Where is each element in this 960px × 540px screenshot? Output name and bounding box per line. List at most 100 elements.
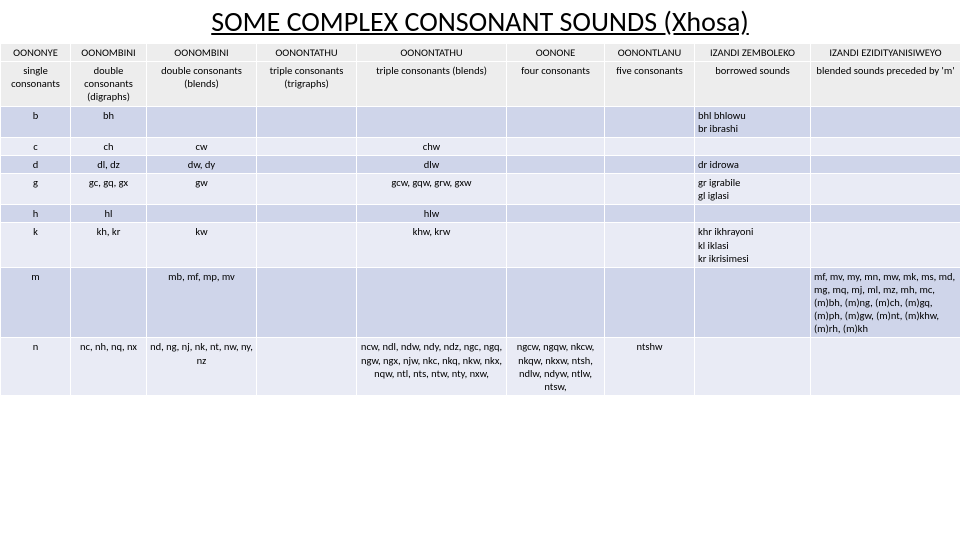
table-row: m mb, mf, mp, mv mf, mv, my, mn, mw, mk, m…: [1, 267, 960, 338]
col-header-1-0: OONONYE: [1, 44, 71, 62]
cell-0-4: [357, 106, 507, 137]
cell-0-6: [605, 106, 695, 137]
col-header-2-8: blended sounds preceded by 'm': [811, 62, 960, 106]
cell-4-1: hl: [71, 205, 147, 223]
col-header-1-5: OONONE: [507, 44, 605, 62]
cell-6-4: [357, 267, 507, 338]
cell-4-7: [695, 205, 811, 223]
cell-5-1: kh, kr: [71, 223, 147, 267]
cell-4-4: hlw: [357, 205, 507, 223]
header-row-2: single consonantsdouble consonants (digr…: [1, 62, 960, 106]
col-header-1-3: OONONTATHU: [257, 44, 357, 62]
cell-6-8: mf, mv, my, mn, mw, mk, ms, md, mg, mq, …: [811, 267, 960, 338]
cell-3-4: gcw, gqw, grw, gxw: [357, 174, 507, 205]
cell-5-7: khr ikhrayonikl iklasikr ikrisimesi: [695, 223, 811, 267]
cell-0-5: [507, 106, 605, 137]
cell-7-5: ngcw, ngqw, nkcw, nkqw, nkxw, ntsh, ndlw…: [507, 338, 605, 396]
cell-1-5: [507, 137, 605, 155]
cell-6-1: [71, 267, 147, 338]
table-row: kkh, krkw khw, krw khr ikhrayonikl iklasik…: [1, 223, 960, 267]
table-row: nnc, nh, nq, nxnd, ng, nj, nk, nt, nw, n…: [1, 338, 960, 396]
col-header-2-7: borrowed sounds: [695, 62, 811, 106]
cell-4-6: [605, 205, 695, 223]
table-body: bbhbhl bhlowubr ibrashicchcwchwddl, dzdw…: [1, 106, 960, 395]
cell-7-3: [257, 338, 357, 396]
cell-2-7: dr idrowa: [695, 155, 811, 173]
cell-2-1: dl, dz: [71, 155, 147, 173]
cell-3-8: [811, 174, 960, 205]
cell-3-3: [257, 174, 357, 205]
cell-7-7: [695, 338, 811, 396]
cell-3-5: [507, 174, 605, 205]
col-header-1-4: OONONTATHU: [357, 44, 507, 62]
cell-4-3: [257, 205, 357, 223]
col-header-2-3: triple consonants (trigraphs): [257, 62, 357, 106]
cell-7-4: ncw, ndl, ndw, ndy, ndz, ngc, ngq, ngw, …: [357, 338, 507, 396]
cell-6-2: mb, mf, mp, mv: [147, 267, 257, 338]
table-row: hhlhlw: [1, 205, 960, 223]
cell-0-7: bhl bhlowubr ibrashi: [695, 106, 811, 137]
table-row: cchcwchw: [1, 137, 960, 155]
cell-6-3: [257, 267, 357, 338]
consonant-table: OONONYEOONOMBINIOONOMBINIOONONTATHUOONON…: [0, 43, 960, 396]
cell-2-3: [257, 155, 357, 173]
cell-1-4: chw: [357, 137, 507, 155]
page-title: SOME COMPLEX CONSONANT SOUNDS (Xhosa): [0, 0, 960, 43]
cell-5-0: k: [1, 223, 71, 267]
col-header-2-0: single consonants: [1, 62, 71, 106]
col-header-2-5: four consonants: [507, 62, 605, 106]
cell-5-6: [605, 223, 695, 267]
cell-1-2: cw: [147, 137, 257, 155]
cell-5-8: [811, 223, 960, 267]
cell-2-6: [605, 155, 695, 173]
cell-1-7: [695, 137, 811, 155]
cell-1-3: [257, 137, 357, 155]
cell-4-2: [147, 205, 257, 223]
cell-1-8: [811, 137, 960, 155]
cell-0-3: [257, 106, 357, 137]
cell-2-2: dw, dy: [147, 155, 257, 173]
col-header-2-4: triple consonants (blends): [357, 62, 507, 106]
cell-2-4: dlw: [357, 155, 507, 173]
col-header-1-1: OONOMBINI: [71, 44, 147, 62]
cell-7-0: n: [1, 338, 71, 396]
cell-3-0: g: [1, 174, 71, 205]
cell-4-5: [507, 205, 605, 223]
cell-3-2: gw: [147, 174, 257, 205]
col-header-1-2: OONOMBINI: [147, 44, 257, 62]
cell-5-3: [257, 223, 357, 267]
cell-6-6: [605, 267, 695, 338]
cell-0-1: bh: [71, 106, 147, 137]
cell-6-7: [695, 267, 811, 338]
cell-3-7: gr igrabilegl iglasi: [695, 174, 811, 205]
cell-5-2: kw: [147, 223, 257, 267]
table-row: bbh bhl bhlowubr ibrashi: [1, 106, 960, 137]
cell-5-5: [507, 223, 605, 267]
cell-6-5: [507, 267, 605, 338]
cell-7-1: nc, nh, nq, nx: [71, 338, 147, 396]
cell-6-0: m: [1, 267, 71, 338]
col-header-2-2: double consonants (blends): [147, 62, 257, 106]
cell-0-0: b: [1, 106, 71, 137]
col-header-1-7: IZANDI ZEMBOLEKO: [695, 44, 811, 62]
table-row: ggc, gq, gxgw gcw, gqw, grw, gxw gr igrabi…: [1, 174, 960, 205]
header-row-1: OONONYEOONOMBINIOONOMBINIOONONTATHUOONON…: [1, 44, 960, 62]
cell-0-2: [147, 106, 257, 137]
cell-1-6: [605, 137, 695, 155]
cell-2-5: [507, 155, 605, 173]
cell-4-8: [811, 205, 960, 223]
cell-2-8: [811, 155, 960, 173]
cell-3-6: [605, 174, 695, 205]
cell-1-0: c: [1, 137, 71, 155]
cell-0-8: [811, 106, 960, 137]
cell-3-1: gc, gq, gx: [71, 174, 147, 205]
cell-7-2: nd, ng, nj, nk, nt, nw, ny, nz: [147, 338, 257, 396]
col-header-1-6: OONONTLANU: [605, 44, 695, 62]
col-header-2-1: double consonants (digraphs): [71, 62, 147, 106]
col-header-1-8: IZANDI EZIDITYANISIWEYO: [811, 44, 960, 62]
cell-7-6: ntshw: [605, 338, 695, 396]
cell-2-0: d: [1, 155, 71, 173]
table-row: ddl, dzdw, dy dlw dr idrowa: [1, 155, 960, 173]
cell-5-4: khw, krw: [357, 223, 507, 267]
cell-7-8: [811, 338, 960, 396]
